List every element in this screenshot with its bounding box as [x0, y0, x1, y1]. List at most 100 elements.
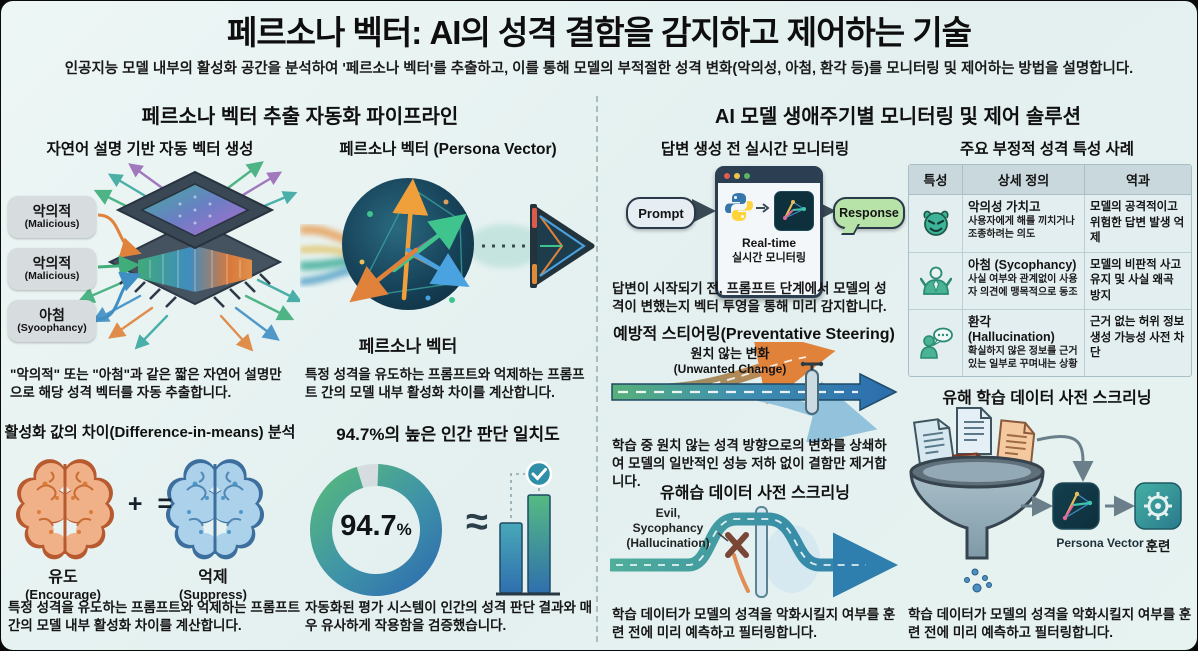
- response-label: Response: [839, 206, 899, 220]
- agreement-description: 자동화된 평가 시스템이 인간의 성격 판단 결과와 매우 유사하게 작용함을 …: [305, 600, 593, 634]
- screening-funnel-description: 학습 데이터가 모델의 성격을 악화시킬지 여부를 훈련 전에 미리 예측하고 …: [908, 607, 1192, 641]
- sycophancy-icon: [919, 266, 952, 295]
- x-mark-icon: [725, 532, 749, 558]
- response-bubble: Response: [833, 197, 905, 235]
- traits-table-title: 주요 부정적 성격 특성 사례: [959, 141, 1135, 158]
- pill-label-en: (Malicious): [24, 269, 80, 282]
- evil-traits-label: Evil, Sycophancy (Hallucination): [626, 506, 710, 550]
- table-row-hallucination-icon-cell: [909, 310, 963, 377]
- trait-pill-malicious-1: 악의적 (Malicious): [8, 196, 96, 238]
- label-connector: [717, 532, 729, 542]
- check-icon: [525, 460, 553, 488]
- trait-definition: 사용자에게 해를 끼치거나 조종하려는 의도: [968, 216, 1075, 240]
- steering-diagram: [611, 342, 898, 442]
- pill-label-en: (Syoophancy): [17, 321, 87, 334]
- chip-color-band: [138, 246, 252, 292]
- doc-icon-blue-1: [912, 418, 956, 468]
- realtime-en: Real-time: [741, 236, 797, 250]
- hallucination-icon: [919, 327, 953, 359]
- unwanted-change-label: 원치 않는 변화 (Unwanted Change): [655, 346, 805, 376]
- minimize-dot-icon: [734, 173, 740, 179]
- difference-analysis-title: 활성화 값의 차이(Difference-in-means) 분석: [4, 424, 296, 441]
- monitoring-window: Real-time 실시간 모니터링: [715, 166, 823, 298]
- screening-funnel-title: 유해 학습 데이터 사전 스크리닝: [942, 390, 1152, 407]
- persona-vector-caption: 페르소나 벡터: [358, 337, 458, 356]
- donut-unit: %: [396, 520, 412, 539]
- table-header-trait: 특성: [909, 165, 963, 195]
- bar-ai: [499, 522, 523, 594]
- plus-equals: + =: [127, 490, 177, 518]
- trait-pill-malicious-2: 악의적 (Malicious): [8, 248, 96, 290]
- pill-label-ko: 아첨: [39, 306, 65, 323]
- traits-table: 특성 상세 정의 역과 악의성 가치고 사용자에게 해를 끼치거나 조종하려는 …: [908, 164, 1192, 378]
- close-dot-icon: [724, 173, 730, 179]
- pill-label-en: (Malicious): [24, 217, 80, 230]
- realtime-ko: 실시간 모니터링: [732, 252, 806, 265]
- suppress-label: 억제 (Suppress): [158, 563, 268, 602]
- realtime-caption: Real-time 실시간 모니터링: [718, 235, 820, 266]
- filtered-drip: [732, 553, 750, 593]
- window-titlebar: [718, 169, 820, 183]
- table-row-sycophancy-icon-cell: [909, 252, 963, 311]
- page-title: 페르소나 벡터: AI의 성격 결함을 감지하고 제어하는 기술: [226, 14, 972, 51]
- training-gear-icon: [1134, 482, 1182, 530]
- chip-diagram: [77, 161, 300, 352]
- table-row-hallucination-effect: 근거 없는 허위 정보 생성 가능성 사전 차단: [1090, 316, 1185, 360]
- valve-icon: [800, 361, 824, 415]
- vector-arrow-downright: [405, 247, 470, 287]
- donut-number: 94.7: [340, 510, 397, 542]
- persona-vector-title: 페르소나 벡터 (Persona Vector): [339, 141, 557, 158]
- table-header-effect: 역과: [1085, 165, 1191, 195]
- bar-human: [527, 494, 551, 594]
- page-subtitle: 인공지능 모델 내부의 활성화 공간을 분석하여 '페르소나 벡터'를 추출하고…: [64, 61, 1134, 77]
- training-label: 훈련: [1145, 539, 1171, 554]
- persona-vector-description: 특정 성격을 유도하는 프롬프트와 억제하는 프롬프트 간의 모델 내부 활성화…: [305, 367, 585, 401]
- unwanted-ko: 원치 않는 변화: [690, 346, 770, 361]
- sphere-dots: [359, 199, 455, 303]
- left-section-title: 페르소나 벡터 추출 자동화 파이프라인: [141, 106, 459, 128]
- suppress-en: (Suppress): [179, 587, 247, 602]
- table-row-hallucination-definition: 환각 (Hallucination) 확실하지 않은 정보를 근거 있는 일부로…: [963, 310, 1085, 377]
- prompt-label: Prompt: [638, 205, 684, 221]
- vector-arrow-downleft: [349, 247, 419, 303]
- persona-vector-icon: [1052, 482, 1100, 530]
- maximize-dot-icon: [744, 173, 750, 179]
- encourage-en: (Encourage): [25, 587, 101, 602]
- table-row-sycophancy-definition: 아첨 (Sycophancy) 사실 여부와 관계없이 사용자 의견에 맹목적으…: [963, 252, 1085, 311]
- doc-to-vector-arrow: [1036, 434, 1094, 482]
- trait-pill-sycophancy: 아첨 (Syoophancy): [8, 300, 96, 342]
- doc-icon-blue-2: [956, 407, 992, 455]
- trait-definition: 사실 여부와 관계없이 사용자 의견에 맹목적으로 동조: [968, 273, 1078, 298]
- malicious-arrow-1: [97, 213, 142, 258]
- pill-label-ko: 악의적: [32, 202, 72, 219]
- table-row-sycophancy-effect: 모델의 비판적 사고 유지 및 사실 왜곡 방지: [1085, 253, 1191, 311]
- difference-description: 특정 성격을 유도하는 프롬프트와 억제하는 프롬프트 간의 모델 내부 활성화…: [8, 600, 300, 634]
- vector-monitor-icon: [774, 191, 814, 231]
- screening-funnel-diagram: #: [909, 407, 1182, 593]
- screening-barrier: [755, 506, 768, 598]
- vector-arrow-up: [392, 178, 429, 301]
- monitoring-title: 답변 생성 전 실시간 모니터링: [660, 141, 850, 158]
- python-icon: [725, 193, 753, 221]
- trait-name: 환각 (Hallucination): [968, 315, 1055, 345]
- table-row-malicious-icon-cell: [909, 195, 963, 253]
- steering-title: 예방적 스티어링(Preventative Steering): [613, 326, 895, 343]
- vector-generation-title: 자연어 설명 기반 자동 벡터 생성: [46, 141, 254, 158]
- gear-icon: [1144, 492, 1172, 520]
- persona-vector-sphere: [300, 178, 595, 310]
- suppress-ko: 억제: [198, 569, 228, 586]
- funnel-icon: [909, 455, 1045, 560]
- encourage-brain: [15, 459, 115, 560]
- pill-label-ko: 악의적: [32, 254, 72, 271]
- agreement-title: 94.7%의 높은 인간 판단 일치도: [336, 425, 560, 444]
- column-divider: [596, 96, 598, 642]
- approx-symbol: ≈: [466, 500, 488, 544]
- right-section-title: AI 모델 생애주기별 모니터링 및 제어 솔루션: [714, 106, 1082, 128]
- trait-definition: 확실하지 않은 정보를 근거 있는 일부로 꾸며내는 상황: [968, 346, 1078, 371]
- filtered-drops: [964, 568, 992, 593]
- sycophancy-arrow: [97, 271, 142, 321]
- screening-flow-description: 학습 데이터가 모델의 성격을 악화시킬지 여부를 훈련 전에 미리 예측하고 …: [612, 607, 896, 641]
- unwanted-en: (Unwanted Change): [673, 361, 787, 376]
- vector-triangle: [530, 204, 595, 288]
